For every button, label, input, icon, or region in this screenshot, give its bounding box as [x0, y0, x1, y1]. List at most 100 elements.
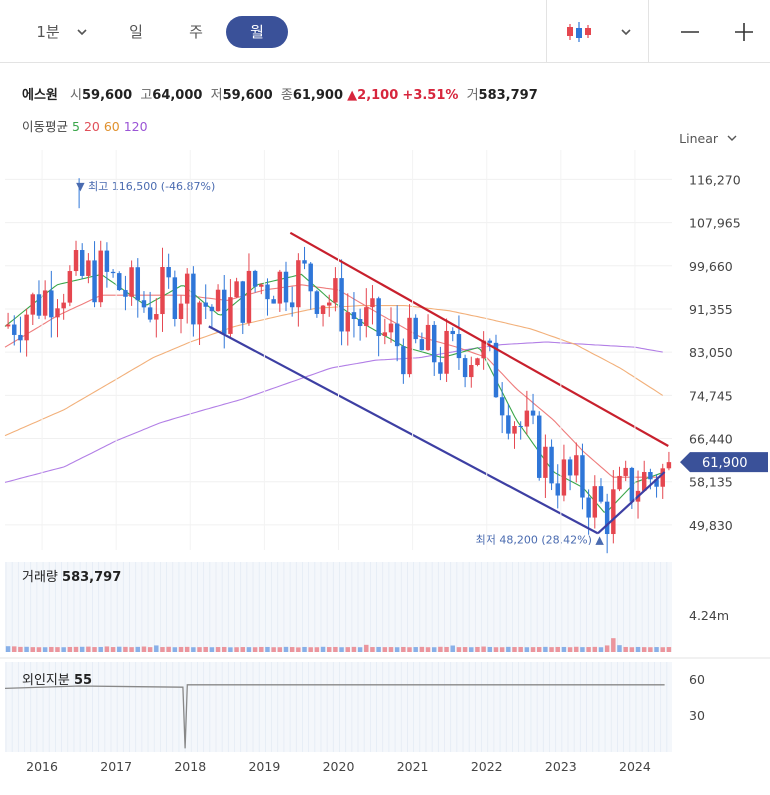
volume-bar [487, 646, 493, 652]
candle-body [117, 273, 122, 291]
candle-body [580, 455, 585, 498]
volume-bar [61, 647, 66, 652]
candle-body [524, 410, 530, 427]
foreign-tick-label: 30 [689, 708, 705, 723]
volume-bar [357, 647, 363, 652]
candle-body [339, 278, 344, 332]
volume-bar [339, 647, 344, 652]
volume-bar [617, 645, 622, 652]
change-value: 2,100 [357, 88, 399, 103]
volume-bar [425, 647, 431, 652]
candle-body [345, 312, 350, 332]
volume-bar [493, 647, 499, 652]
interval-minute-select[interactable]: 1분 [36, 23, 60, 41]
volume-bar [475, 646, 480, 652]
candle-body [55, 308, 60, 318]
ma120-legend: 120 [123, 119, 148, 134]
candle-body [265, 284, 270, 300]
volume-bar [592, 646, 598, 652]
volume-bar [215, 647, 221, 652]
volume-bar [407, 647, 412, 652]
volume-bar [382, 647, 388, 652]
candle-body [5, 324, 11, 327]
volume-bar [394, 647, 400, 652]
open-value: 59,600 [82, 88, 133, 103]
volume-bar [370, 647, 375, 652]
time-axis: 2016 2017 2018 2019 2020 2021 2022 2023 2024 [26, 150, 651, 774]
candle-body [586, 497, 591, 518]
volume-bar [265, 646, 270, 652]
candle-body [327, 302, 332, 306]
change-up-icon: ▲ [347, 88, 358, 103]
candle-body [141, 300, 147, 308]
candle-body [79, 250, 85, 276]
candlestick-type-icon[interactable] [562, 16, 598, 48]
volume-bar [499, 647, 505, 652]
candle-body [209, 306, 215, 312]
candle-body [246, 270, 252, 323]
volume-bar [518, 646, 523, 652]
candle-body [543, 446, 548, 478]
volume-bar [469, 647, 474, 652]
upper-channel-line [289, 231, 669, 447]
interval-month-tab[interactable]: 월 [226, 16, 288, 48]
candle-body [530, 410, 536, 416]
volume-bar [18, 646, 23, 652]
candle-body [252, 270, 258, 287]
candle-body [376, 298, 381, 337]
candle-body [18, 334, 23, 341]
candle-body [561, 459, 567, 496]
volume-bar [246, 647, 252, 652]
volume-bar [308, 647, 313, 652]
volume-bar [530, 647, 536, 652]
candle-body [617, 475, 622, 490]
candle-body [450, 330, 455, 335]
ma20-legend: 20 [83, 119, 100, 134]
scale-mode-select[interactable]: Linear [679, 131, 738, 146]
year-tick-label: 2023 [545, 759, 577, 774]
volume-bar [73, 646, 79, 652]
moving-average-legend[interactable]: 이동평균 5 20 60 120 [22, 116, 148, 135]
interval-day-tab[interactable]: 일 [129, 23, 143, 41]
price-tick-label: 83,050 [689, 345, 733, 360]
chart-type-chevron-icon[interactable] [616, 16, 636, 48]
candle-body [129, 267, 134, 297]
volume-bar [234, 647, 239, 652]
trend-lines [208, 231, 669, 535]
candle-body [320, 305, 326, 314]
foreign-ownership-line [4, 684, 665, 749]
candle-body [92, 260, 97, 303]
chevron-down-icon[interactable] [72, 16, 92, 48]
volume-bar [580, 647, 585, 652]
candle-body [271, 299, 276, 304]
volume-bar [123, 646, 128, 652]
volume-bar [574, 646, 579, 652]
close-label: 종 [280, 88, 293, 103]
zoom-out-icon[interactable] [676, 16, 704, 48]
volume-bar [456, 647, 462, 652]
volume-panel-title: 거래량 583,797 [22, 566, 121, 585]
year-tick-label: 2020 [323, 759, 355, 774]
candle-body [160, 267, 165, 315]
year-tick-label: 2016 [26, 759, 58, 774]
low-label: 저 [210, 88, 223, 103]
last-price-label: 61,900 [702, 456, 748, 471]
zoom-in-icon[interactable] [730, 16, 758, 48]
price-grid [5, 178, 672, 526]
volume-bar [302, 646, 307, 652]
candle-body [382, 332, 388, 337]
volume-bar [42, 647, 48, 652]
candle-body [432, 324, 437, 363]
price-tick-label: 49,830 [689, 518, 733, 533]
volume-bar [419, 646, 425, 652]
volume-value: 583,797 [478, 88, 538, 103]
volume-bar [222, 646, 227, 652]
candle-body [24, 314, 29, 341]
volume-bar [641, 647, 647, 652]
candle-body [289, 302, 295, 308]
volume-bar [296, 647, 301, 652]
interval-week-tab[interactable]: 주 [189, 23, 203, 41]
candle-body [184, 273, 190, 304]
candle-body [438, 362, 443, 374]
volume-bar [141, 646, 147, 652]
